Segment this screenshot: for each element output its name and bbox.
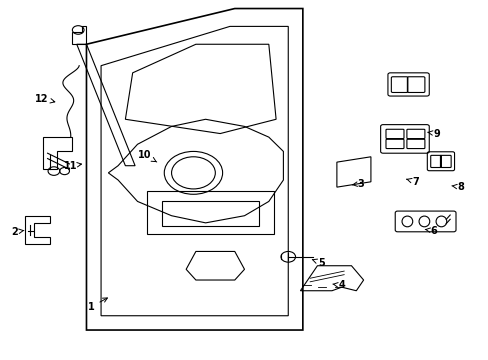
Text: 2: 2: [12, 227, 24, 237]
Text: 10: 10: [138, 150, 157, 162]
Text: 5: 5: [312, 258, 324, 268]
Text: 9: 9: [427, 129, 439, 139]
Text: 8: 8: [451, 182, 464, 192]
Text: 7: 7: [406, 177, 418, 187]
Text: 4: 4: [332, 280, 345, 291]
Text: 1: 1: [88, 298, 107, 312]
Text: 11: 11: [63, 161, 81, 171]
Text: 6: 6: [424, 226, 437, 236]
Text: 3: 3: [351, 179, 364, 189]
Text: 12: 12: [35, 94, 55, 104]
